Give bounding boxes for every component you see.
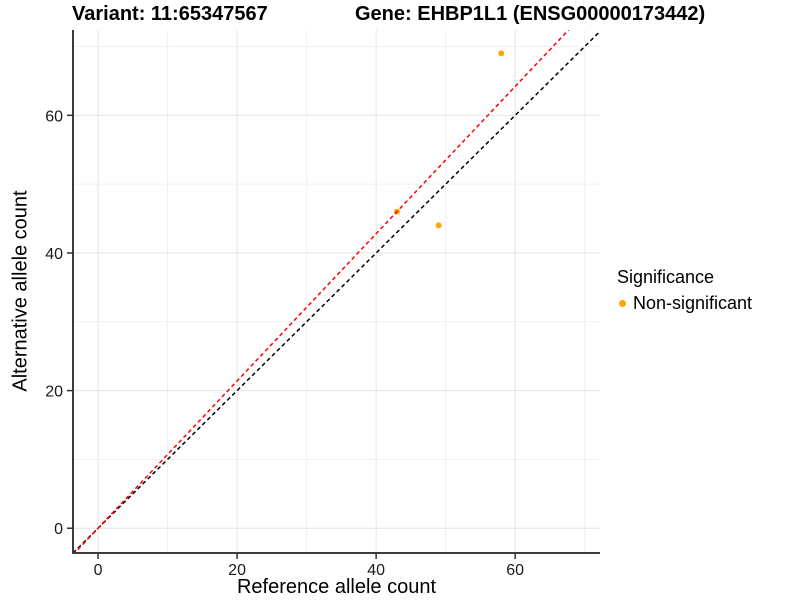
x-tick-label: 40	[367, 562, 385, 579]
legend: Significance Non-significant	[616, 267, 752, 314]
legend-item-non-significant[interactable]: Non-significant	[616, 293, 752, 314]
y-tick-label: 20	[45, 384, 63, 401]
identity-line	[73, 30, 600, 553]
data-point[interactable]	[435, 222, 442, 229]
y-tick-label: 60	[45, 108, 63, 125]
x-tick-label: 0	[94, 562, 103, 579]
allelic-ratio-line	[73, 30, 570, 553]
data-point[interactable]	[498, 50, 505, 57]
x-tick-label: 60	[506, 562, 524, 579]
y-tick-label: 40	[45, 246, 63, 263]
x-tick-label: 20	[228, 562, 246, 579]
y-axis-title: Alternative allele count	[9, 190, 32, 392]
legend-dot-icon	[619, 300, 626, 307]
legend-title: Significance	[617, 267, 715, 287]
legend-item-label: Non-significant	[633, 293, 753, 313]
y-tick-label: 0	[54, 521, 63, 538]
gene-title: Gene: EHBP1L1 (ENSG00000173442)	[355, 3, 706, 25]
variant-title: Variant: 11:65347567	[72, 3, 268, 25]
x-axis-title: Reference allele count	[236, 576, 436, 598]
